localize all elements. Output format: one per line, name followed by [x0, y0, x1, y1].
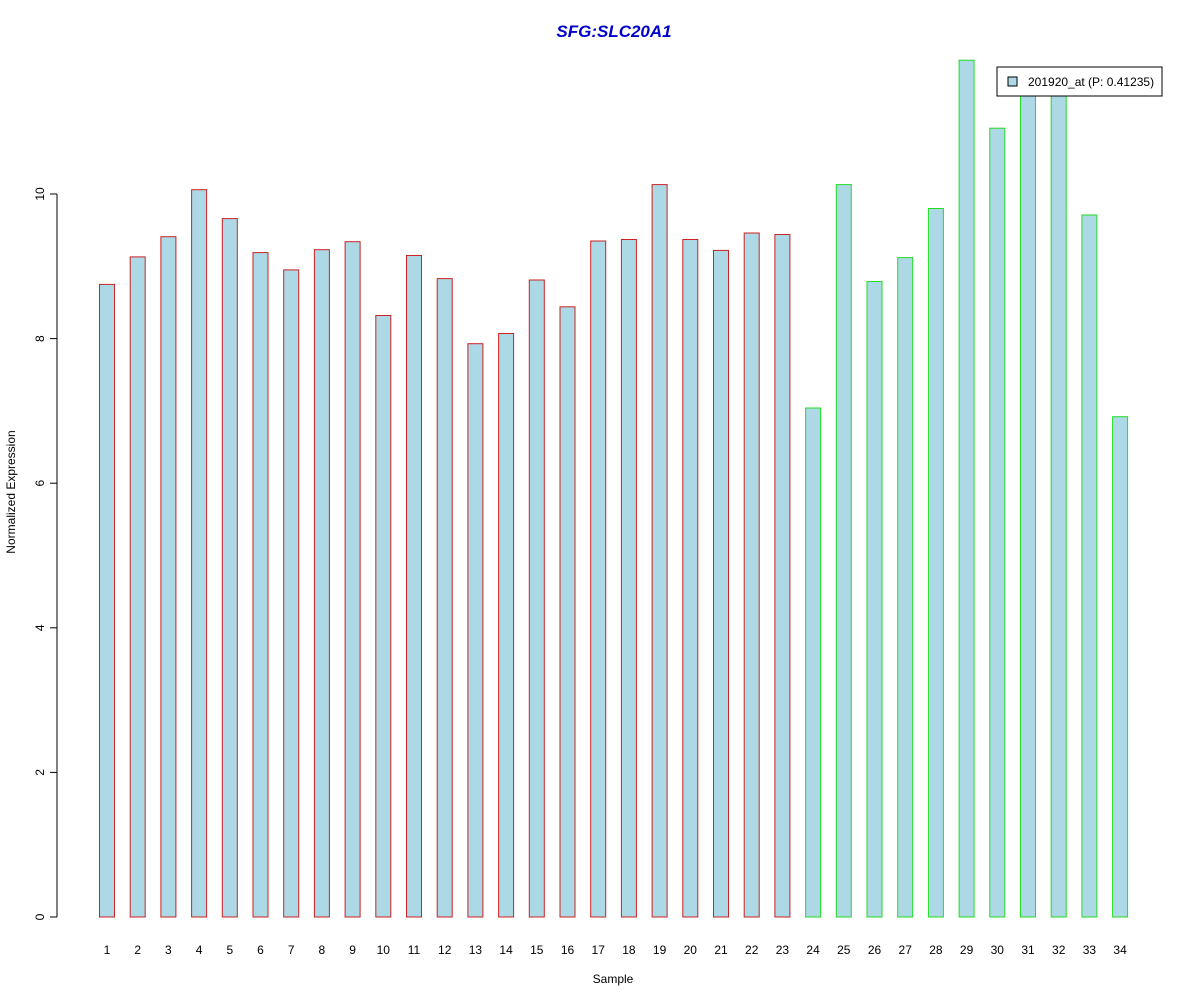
bar — [99, 283, 115, 918]
x-tick-label: 27 — [899, 943, 913, 957]
x-tick-label: 5 — [226, 943, 233, 957]
y-tick-label: 10 — [33, 187, 47, 201]
x-tick-label: 7 — [288, 943, 295, 957]
bars — [99, 59, 1129, 918]
bar — [620, 239, 637, 918]
x-tick-label: 14 — [499, 943, 513, 957]
y-axis-label: Normalized Expression — [4, 430, 18, 553]
x-tick-label: 10 — [377, 943, 391, 957]
legend: 201920_at (P: 0.41235) — [996, 66, 1163, 97]
x-tick-label: 24 — [806, 943, 820, 957]
bar — [835, 184, 852, 918]
y-tick-label: 0 — [33, 913, 47, 920]
x-tick-label: 9 — [349, 943, 356, 957]
bar — [897, 257, 914, 918]
bar — [958, 59, 975, 918]
x-tick-label: 28 — [929, 943, 943, 957]
bar — [436, 278, 453, 918]
x-tick-label: 33 — [1083, 943, 1097, 957]
x-tick-label: 2 — [134, 943, 141, 957]
x-tick-label: 3 — [165, 943, 172, 957]
bar — [559, 306, 576, 918]
x-tick-label: 8 — [319, 943, 326, 957]
bar — [375, 315, 392, 918]
legend-swatch — [1007, 76, 1018, 87]
bar — [283, 269, 300, 918]
x-tick-label: 12 — [438, 943, 452, 957]
x-tick-label: 1 — [104, 943, 111, 957]
x-tick-label: 20 — [684, 943, 698, 957]
x-tick-label: 21 — [714, 943, 728, 957]
bar — [743, 232, 760, 918]
bar — [866, 281, 883, 918]
x-axis-label: Sample — [593, 972, 634, 986]
bar — [221, 218, 238, 918]
bar — [1020, 91, 1036, 918]
legend-label: 201920_at (P: 0.41235) — [1028, 75, 1154, 89]
bar — [313, 249, 330, 918]
x-tick-label: 26 — [868, 943, 882, 957]
bar — [467, 343, 484, 918]
x-tick-label: 4 — [196, 943, 203, 957]
bar — [927, 208, 944, 918]
x-tick-label: 15 — [530, 943, 544, 957]
x-tick-label: 13 — [469, 943, 483, 957]
x-tick-labels: 1 2 3 4 5 6 7 8 9 10 11 12 13 14 15 16 17 18 19 20 21 22 23 24 2… — [104, 943, 1127, 957]
bar — [252, 252, 269, 918]
x-tick-label: 25 — [837, 943, 851, 957]
bar — [160, 236, 177, 918]
x-tick-label: 22 — [745, 943, 759, 957]
bar — [1112, 416, 1129, 918]
x-tick-label: 17 — [592, 943, 606, 957]
bar — [774, 234, 791, 918]
legend-box — [996, 66, 1163, 97]
bar — [805, 407, 822, 918]
bar — [989, 127, 1006, 918]
bar — [682, 239, 699, 918]
bar — [129, 256, 146, 918]
bar — [528, 279, 545, 918]
bar — [498, 333, 515, 918]
x-tick-label: 19 — [653, 943, 667, 957]
x-tick-label: 18 — [622, 943, 636, 957]
x-tick-label: 11 — [408, 943, 421, 957]
y-tick-label: 4 — [33, 624, 47, 631]
x-tick-label: 34 — [1113, 943, 1127, 957]
bar — [406, 255, 422, 918]
bar — [344, 241, 361, 918]
bar — [590, 240, 607, 918]
x-tick-label: 23 — [776, 943, 790, 957]
x-tick-label: 6 — [257, 943, 264, 957]
x-tick-label: 30 — [991, 943, 1005, 957]
y-tick-label: 2 — [33, 769, 47, 776]
x-tick-label: 31 — [1021, 943, 1035, 957]
chart-title: SFG:SLC20A1 — [556, 22, 671, 41]
y-axis: 0 2 4 6 8 10 — [33, 187, 58, 920]
bar — [651, 184, 668, 918]
x-tick-label: 16 — [561, 943, 575, 957]
y-tick-label: 8 — [33, 335, 47, 342]
x-tick-label: 32 — [1052, 943, 1066, 957]
y-tick-label: 6 — [33, 480, 47, 487]
x-tick-label: 29 — [960, 943, 974, 957]
bar — [191, 189, 208, 918]
bar — [1081, 214, 1098, 918]
bar — [1050, 91, 1067, 918]
bar — [713, 249, 729, 918]
